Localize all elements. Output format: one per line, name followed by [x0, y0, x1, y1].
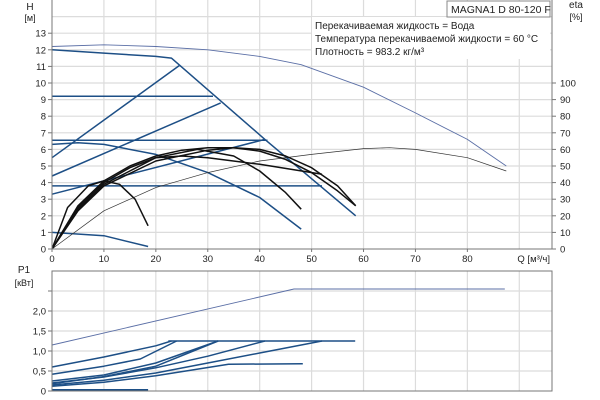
series-p1-e	[51, 340, 323, 386]
y2-tick-label: 40	[560, 178, 571, 189]
y2-tick-label: 30	[560, 195, 571, 206]
y-tick-label: 1	[41, 228, 46, 239]
y-tick-label: 6	[41, 145, 46, 156]
x-tick-label: 20	[151, 254, 162, 265]
x-tick-label: 60	[358, 254, 369, 265]
series-p1-b	[51, 340, 177, 375]
p1-tick-label: 1,5	[33, 327, 46, 338]
series-h-max-speed	[51, 44, 507, 167]
y2-tick-label: 60	[560, 145, 571, 156]
note-liquid: Перекачиваемая жидкость = Вода	[315, 21, 475, 32]
series-p1-f	[51, 363, 303, 387]
x-tick-label: 50	[306, 254, 317, 265]
series-h-min-speed	[51, 231, 149, 248]
x-axis-label-q: Q [м³/ч]	[517, 254, 550, 265]
x-tick-label: 80	[462, 254, 473, 265]
y-tick-label: 0	[41, 245, 46, 256]
y2-tick-label: 70	[560, 128, 571, 139]
chart-title: MAGNA1 D 80-120 F	[451, 4, 551, 16]
y2-tick-label: 50	[560, 162, 571, 173]
series-p1-g	[51, 340, 219, 385]
series-h-limit	[51, 49, 357, 217]
y-tick-label: 7	[41, 128, 46, 139]
y-tick-label: 10	[35, 79, 46, 90]
y-tick-label: 11	[36, 62, 46, 73]
y2-tick-label: 80	[560, 112, 571, 123]
y2-tick-label: 10	[560, 228, 571, 239]
y-axis-unit-p1: [кВт]	[15, 278, 34, 288]
x-tick-label: 10	[99, 254, 110, 265]
power-series	[51, 288, 505, 391]
y-tick-label: 12	[35, 45, 46, 56]
series-p1-max	[51, 288, 505, 346]
y2-tick-label: 100	[560, 79, 576, 90]
y-tick-label: 8	[41, 112, 46, 123]
y-tick-label: 4	[41, 178, 46, 189]
series-eta-5	[51, 180, 149, 250]
p1-tick-label: 1,0	[33, 347, 46, 358]
series-p1-a	[51, 340, 172, 368]
y-axis-unit-h: [м]	[24, 13, 35, 23]
legend-box	[446, 0, 551, 18]
y-axis-label-h: H	[26, 2, 33, 13]
y2-axis-unit-eta: [%]	[569, 12, 582, 22]
y-tick-label: 5	[41, 162, 46, 173]
y-tick-label: 3	[41, 195, 46, 206]
y-tick-label: 2	[41, 211, 46, 222]
x-tick-label: 40	[254, 254, 265, 265]
p1-tick-label: 2,0	[33, 307, 46, 318]
y-axis-label-p1: P1	[18, 265, 31, 276]
series-eta-2	[51, 146, 357, 250]
y2-tick-label: 20	[560, 211, 571, 222]
head-series	[51, 44, 507, 250]
note-density: Плотность = 983.2 кг/м³	[315, 47, 425, 58]
x-tick-label: 30	[202, 254, 213, 265]
series-p1-c	[51, 340, 219, 382]
series-eta-4	[51, 148, 302, 250]
y2-axis-label-eta: eta	[569, 0, 583, 11]
series-eta-max-curve	[51, 147, 507, 250]
axes: 0123456789101112130102030405060708090100…	[33, 0, 576, 398]
y2-tick-label: 90	[560, 95, 571, 106]
series-proportional-pressure-2	[51, 102, 221, 177]
y-tick-label: 13	[35, 29, 46, 40]
x-tick-label: 0	[49, 254, 54, 265]
note-temperature: Температура перекачиваемой жидкости = 60…	[315, 34, 538, 45]
y-tick-label: 9	[41, 95, 46, 106]
series-eta-1	[51, 146, 357, 250]
p1-tick-label: 0	[41, 387, 46, 398]
x-tick-label: 70	[410, 254, 421, 265]
p1-tick-label: 0,5	[33, 367, 46, 378]
y2-tick-label: 0	[560, 245, 565, 256]
notes-background	[312, 17, 550, 59]
series-h-mid-speed	[51, 142, 302, 230]
